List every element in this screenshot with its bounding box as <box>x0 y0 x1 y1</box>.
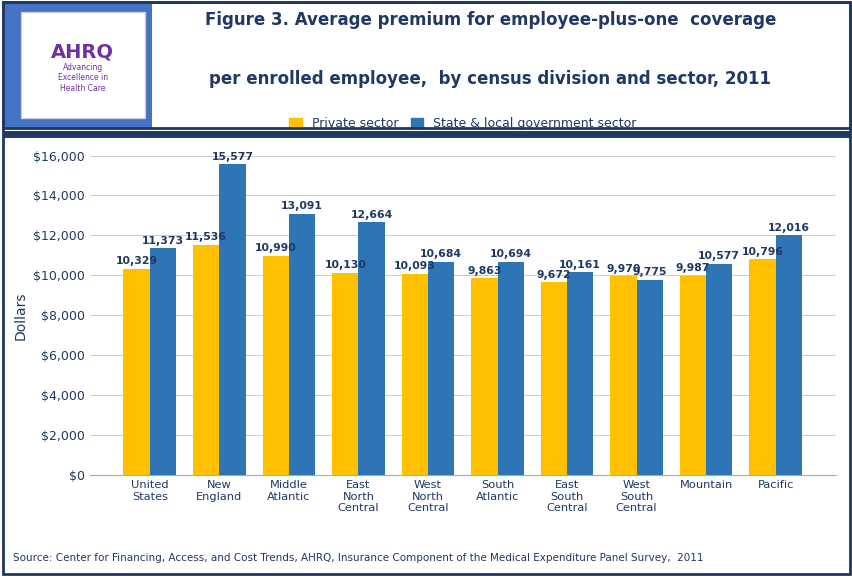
Text: per enrolled employee,  by census division and sector, 2011: per enrolled employee, by census divisio… <box>210 70 770 89</box>
Text: 15,577: 15,577 <box>211 151 253 162</box>
Bar <box>401 274 428 475</box>
Text: 10,130: 10,130 <box>324 260 366 270</box>
Bar <box>497 262 523 475</box>
Text: 10,161: 10,161 <box>559 260 601 270</box>
Bar <box>193 245 219 475</box>
Bar <box>150 248 176 475</box>
Bar <box>331 273 358 475</box>
Text: AHRQ: AHRQ <box>51 43 114 61</box>
Bar <box>636 280 662 475</box>
Text: 12,016: 12,016 <box>767 223 809 233</box>
Bar <box>567 272 593 475</box>
Text: Figure 3. Average premium for employee-plus-one  coverage: Figure 3. Average premium for employee-p… <box>204 11 775 29</box>
Text: 11,536: 11,536 <box>185 232 227 242</box>
Bar <box>262 256 289 475</box>
Bar <box>124 269 150 475</box>
Text: 10,577: 10,577 <box>698 252 740 262</box>
Text: 10,093: 10,093 <box>394 261 435 271</box>
Bar <box>540 282 567 475</box>
Text: 12,664: 12,664 <box>350 210 392 220</box>
Legend: Private sector, State & local government sector: Private sector, State & local government… <box>284 112 641 135</box>
Bar <box>748 260 774 475</box>
Text: 11,373: 11,373 <box>142 236 184 245</box>
Text: Advancing
Excellence in
Health Care: Advancing Excellence in Health Care <box>58 63 107 93</box>
Text: 9,672: 9,672 <box>536 270 571 279</box>
Text: 10,694: 10,694 <box>489 249 531 259</box>
Text: 9,970: 9,970 <box>606 264 640 274</box>
Bar <box>289 214 315 475</box>
Bar <box>705 264 732 475</box>
Text: 13,091: 13,091 <box>281 201 323 211</box>
Text: 9,775: 9,775 <box>632 267 666 278</box>
Text: 10,684: 10,684 <box>420 249 462 259</box>
Y-axis label: Dollars: Dollars <box>14 291 27 340</box>
Bar <box>679 276 705 475</box>
Bar <box>774 235 801 475</box>
Bar <box>358 222 384 475</box>
Text: 10,990: 10,990 <box>255 243 296 253</box>
Bar <box>470 278 497 475</box>
Text: 9,863: 9,863 <box>467 266 501 276</box>
Text: 10,796: 10,796 <box>740 247 782 257</box>
Bar <box>609 276 636 475</box>
Bar <box>219 164 245 475</box>
Bar <box>428 262 454 475</box>
Text: 9,987: 9,987 <box>675 263 709 273</box>
Text: Source: Center for Financing, Access, and Cost Trends, AHRQ, Insurance Component: Source: Center for Financing, Access, an… <box>13 554 702 563</box>
Text: 10,329: 10,329 <box>116 256 158 267</box>
